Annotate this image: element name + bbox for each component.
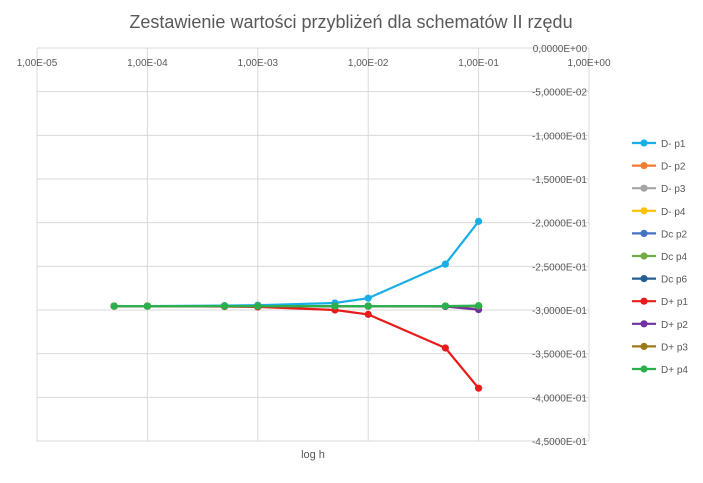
y-tick-label: -4,0000E-01	[532, 393, 587, 404]
y-tick-label: -4,5000E-01	[532, 437, 587, 448]
legend-label: D- p3	[661, 184, 686, 195]
legend-label: D+ p4	[661, 365, 688, 376]
y-tick-label: -2,5000E-01	[532, 262, 587, 273]
legend-label: D+ p1	[661, 297, 688, 308]
legend-marker	[640, 298, 647, 305]
x-axis-title: log h	[301, 449, 325, 461]
data-point	[365, 311, 372, 318]
data-point	[144, 302, 151, 309]
data-point	[475, 302, 482, 309]
legend-label: D- p4	[661, 207, 686, 218]
data-point	[331, 302, 338, 309]
legend-marker	[640, 139, 647, 146]
legend-item: Dc p6	[632, 275, 688, 286]
legend-item: D- p4	[632, 207, 686, 218]
legend-item: D- p1	[632, 139, 686, 150]
legend-item: D+ p4	[632, 365, 688, 376]
legend-item: D+ p1	[632, 297, 688, 308]
legend-item: D+ p2	[632, 320, 688, 331]
data-point	[475, 385, 482, 392]
legend-marker	[640, 252, 647, 259]
legend-label: D- p1	[661, 139, 686, 150]
legend-label: D+ p3	[661, 342, 688, 353]
chart-title: Zestawienie wartości przybliżeń dla sche…	[129, 12, 572, 32]
legend-marker	[640, 275, 647, 282]
legend-marker	[640, 162, 647, 169]
legend-label: Dc p4	[661, 252, 688, 263]
legend-marker	[640, 230, 647, 237]
legend-label: Dc p6	[661, 275, 688, 286]
x-tick-label: 1,00E-03	[238, 58, 279, 69]
y-tick-label: -1,0000E-01	[532, 131, 587, 142]
x-tick-label: 1,00E-02	[348, 58, 389, 69]
y-tick-label: -1,5000E-01	[532, 175, 587, 186]
legend-item: Dc p2	[632, 229, 688, 240]
legend-item: D- p2	[632, 162, 686, 173]
y-tick-label: -3,5000E-01	[532, 350, 587, 361]
data-point	[442, 261, 449, 268]
y-tick-label: -5,0000E-02	[532, 88, 587, 99]
data-point	[475, 218, 482, 225]
legend-marker	[640, 365, 647, 372]
legend-item: Dc p4	[632, 252, 688, 263]
y-tick-label: 0,0000E+00	[533, 44, 588, 55]
legend-label: D+ p2	[661, 320, 688, 331]
series-line-7	[114, 306, 478, 388]
legend-marker	[640, 343, 647, 350]
y-tick-label: -3,0000E-01	[532, 306, 587, 317]
series-line-0	[114, 221, 478, 306]
data-point	[365, 302, 372, 309]
legend-label: D- p2	[661, 162, 686, 173]
data-point	[365, 295, 372, 302]
data-point	[111, 302, 118, 309]
legend-marker	[640, 185, 647, 192]
legend-item: D- p3	[632, 184, 686, 195]
y-tick-label: -2,0000E-01	[532, 219, 587, 230]
x-tick-label: 1,00E+00	[567, 58, 611, 69]
data-point	[221, 302, 228, 309]
x-tick-label: 1,00E-05	[17, 58, 58, 69]
legend-item: D+ p3	[632, 342, 688, 353]
x-tick-label: 1,00E-04	[127, 58, 168, 69]
legend-label: Dc p2	[661, 229, 688, 240]
data-point	[254, 302, 261, 309]
data-point	[442, 344, 449, 351]
series-line-10	[114, 306, 478, 307]
data-point	[442, 302, 449, 309]
plot-area: 0,0000E+00 -5,0000E-02 -1,0000E-01 -1,5000E…	[17, 44, 611, 448]
legend: D- p1 D- p2 D- p3 D- p4 Dc p2 Dc p4 Dc p6 D+ p1…	[632, 139, 688, 376]
legend-marker	[640, 320, 647, 327]
x-tick-label: 1,00E-01	[458, 58, 499, 69]
legend-marker	[640, 207, 647, 214]
